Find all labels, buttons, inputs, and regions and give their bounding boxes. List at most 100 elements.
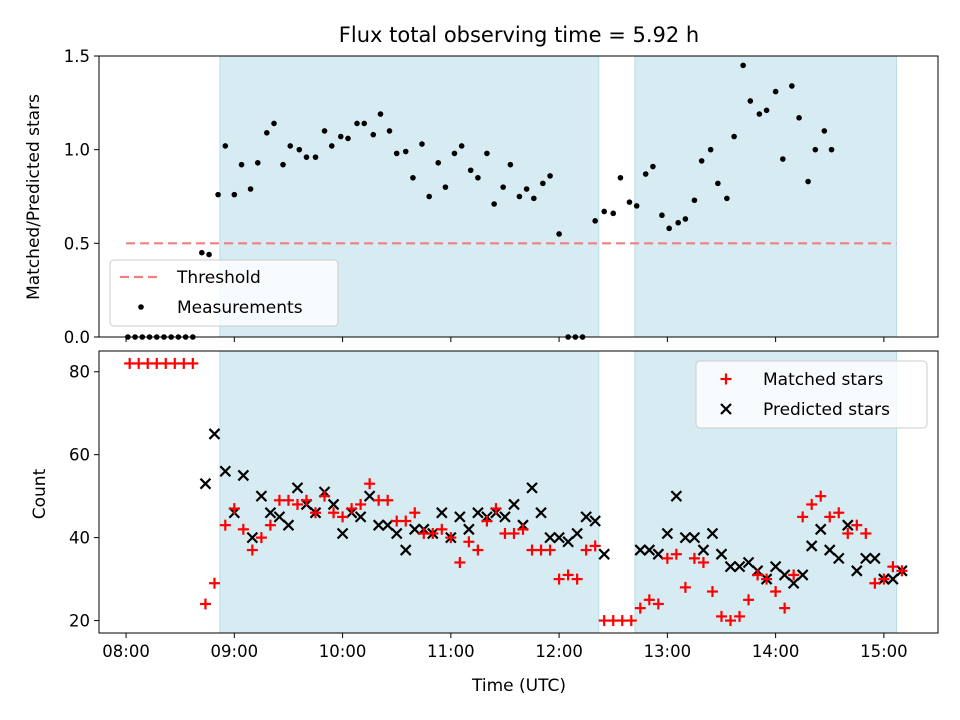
matched-star-point bbox=[553, 573, 565, 585]
predicted-star-point bbox=[472, 506, 484, 519]
matched-star-point bbox=[472, 544, 484, 556]
measurement-point bbox=[451, 150, 458, 157]
matched-star-point bbox=[282, 494, 294, 506]
measurement-point bbox=[523, 186, 530, 192]
predicted-star-point bbox=[823, 544, 836, 556]
matched-star-point bbox=[508, 527, 520, 539]
matched-star-point bbox=[463, 536, 475, 548]
predicted-star-point bbox=[363, 490, 376, 502]
bottom-panel-y-axis: 20 40 60 80 bbox=[69, 363, 99, 631]
matched-star-point bbox=[652, 598, 664, 610]
matched-star-point bbox=[228, 503, 240, 515]
predicted-star-point bbox=[715, 548, 728, 560]
predicted-star-point bbox=[219, 465, 232, 478]
predicted-star-point bbox=[354, 511, 367, 523]
matched-star-point bbox=[869, 577, 881, 589]
legend-predicted-label: Predicted stars bbox=[763, 400, 890, 420]
measurement-point bbox=[337, 133, 344, 140]
measurement-point bbox=[328, 143, 335, 149]
measurement-point bbox=[402, 148, 409, 155]
measurement-point bbox=[419, 141, 425, 147]
predicted-star-point bbox=[869, 552, 881, 565]
matched-star-point bbox=[580, 544, 592, 556]
measurement-point bbox=[633, 203, 640, 209]
matched-star-point bbox=[688, 552, 700, 564]
predicted-star-point bbox=[291, 482, 304, 494]
matched-star-point bbox=[887, 561, 899, 573]
measurement-point bbox=[426, 193, 432, 200]
measurement-point bbox=[772, 88, 779, 95]
predicted-star-point bbox=[390, 527, 403, 540]
matched-star-point bbox=[797, 511, 809, 523]
matched-star-point bbox=[481, 515, 493, 527]
matched-star-point bbox=[670, 548, 682, 560]
predicted-star-point bbox=[553, 531, 565, 544]
matched-star-point bbox=[878, 573, 890, 585]
measurement-point bbox=[264, 130, 270, 136]
measurement-point bbox=[610, 210, 617, 217]
predicted-star-point bbox=[208, 428, 221, 440]
predicted-star-point bbox=[246, 531, 259, 544]
measurement-point bbox=[805, 178, 811, 185]
measurement-point bbox=[698, 158, 705, 164]
measurement-point bbox=[199, 249, 205, 256]
predicted-star-point bbox=[535, 506, 547, 519]
measurement-point bbox=[386, 128, 393, 134]
matched-star-point bbox=[806, 498, 818, 510]
y-tick-label: 1.0 bbox=[64, 141, 90, 160]
predicted-star-point bbox=[643, 544, 656, 556]
measurement-point bbox=[238, 161, 245, 168]
x-tick-label: 08:00 bbox=[102, 642, 150, 661]
measurement-point bbox=[531, 195, 537, 202]
predicted-star-point bbox=[562, 535, 574, 548]
matched-star-point bbox=[706, 586, 718, 598]
matched-star-point bbox=[779, 602, 791, 614]
measurement-point bbox=[312, 154, 319, 160]
matched-star-point bbox=[382, 494, 394, 506]
matched-star-point bbox=[337, 511, 349, 523]
y-tick-label: 40 bbox=[69, 529, 90, 548]
matched-star-point bbox=[679, 581, 691, 593]
matched-star-point bbox=[697, 557, 709, 568]
measurement-point bbox=[691, 197, 698, 204]
predicted-star-point bbox=[463, 523, 475, 536]
predicted-star-point bbox=[742, 556, 755, 569]
measurement-point bbox=[780, 156, 786, 162]
measurement-point bbox=[592, 218, 598, 224]
matched-star-point bbox=[208, 577, 220, 589]
predicted-star-point bbox=[508, 498, 520, 511]
predicted-star-point bbox=[679, 531, 692, 544]
y-tick-label: 60 bbox=[69, 446, 90, 465]
bottom-panel-marks bbox=[124, 357, 908, 627]
x-tick-label: 14:00 bbox=[752, 642, 800, 661]
measurement-point bbox=[666, 225, 672, 232]
measurement-point bbox=[642, 171, 649, 177]
predicted-star-point bbox=[264, 506, 277, 519]
measurement-point bbox=[491, 201, 497, 207]
matched-star-point bbox=[199, 598, 211, 610]
measurement-point bbox=[682, 216, 689, 222]
measurement-point bbox=[659, 212, 665, 219]
predicted-star-point bbox=[526, 482, 538, 494]
matched-star-point bbox=[436, 523, 448, 535]
measurement-point bbox=[650, 163, 656, 170]
matched-star-point bbox=[860, 527, 872, 539]
measurement-point bbox=[507, 161, 514, 168]
matched-star-point bbox=[824, 511, 836, 523]
chart-title: Flux total observing time = 5.92 h bbox=[339, 23, 699, 47]
predicted-star-point bbox=[399, 544, 412, 556]
bottom-panel-x-axis: 08:00 09:00 10:00 11:00 12:00 13:00 14:00 15:00 bbox=[102, 633, 908, 661]
predicted-star-point bbox=[796, 569, 809, 581]
predicted-star-point bbox=[842, 519, 854, 531]
measurement-point bbox=[280, 161, 286, 168]
predicted-star-point bbox=[887, 573, 899, 585]
matched-star-point bbox=[788, 569, 800, 581]
predicted-star-point bbox=[454, 511, 466, 523]
matched-star-point bbox=[661, 552, 673, 564]
predicted-star-point bbox=[372, 519, 385, 531]
measurement-point bbox=[556, 231, 562, 237]
matched-star-point bbox=[237, 523, 249, 535]
measurement-point bbox=[206, 251, 212, 258]
measurement-point bbox=[547, 173, 553, 179]
